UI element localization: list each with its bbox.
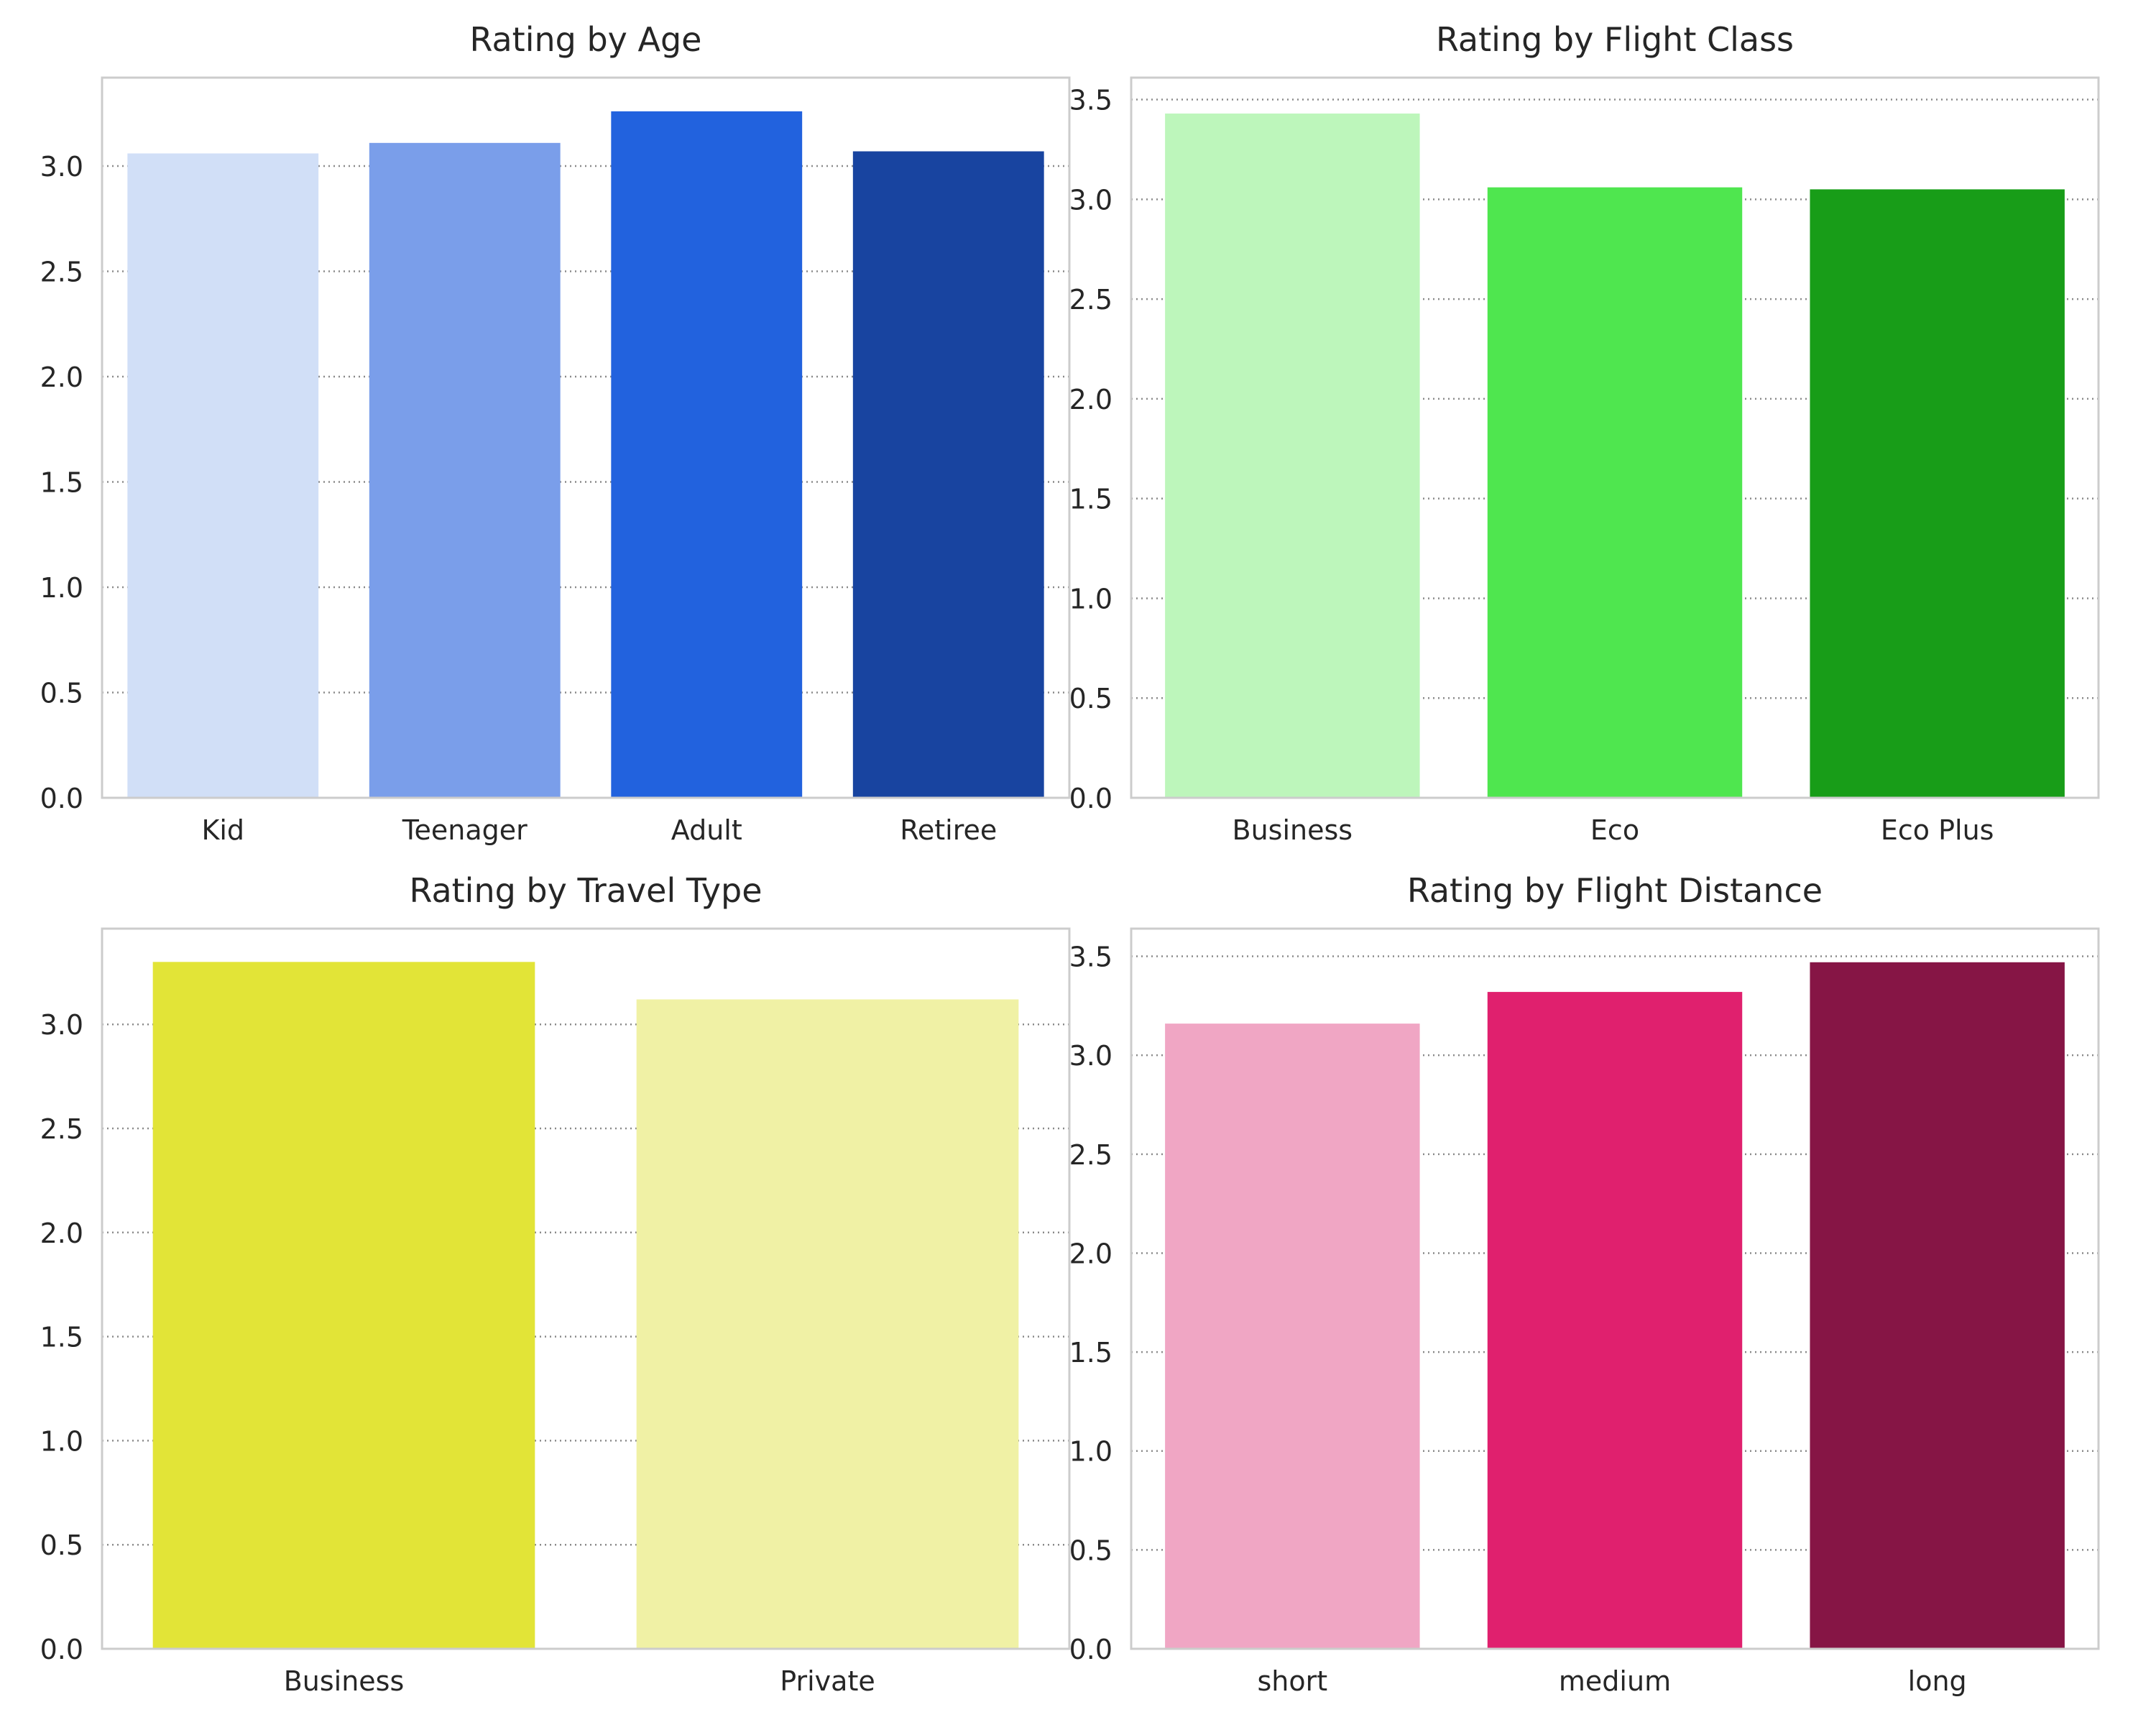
y-tick-label: 1.5: [1069, 484, 1112, 515]
bar-retiree: [852, 151, 1044, 799]
chart-title: Rating by Travel Type: [409, 871, 763, 910]
chart-title: Rating by Flight Distance: [1406, 871, 1823, 910]
y-tick-label: 0.5: [40, 1530, 83, 1561]
y-tick-label: 0.0: [1069, 783, 1112, 814]
y-tick-label: 2.5: [1069, 1139, 1112, 1171]
y-tick-label: 1.0: [40, 572, 83, 604]
plot-frame: [1130, 927, 2100, 1650]
x-tick-label: long: [1908, 1665, 1967, 1697]
x-tick-label: Business: [284, 1665, 405, 1697]
y-tick-label: 1.5: [40, 467, 83, 499]
bar-teenager: [369, 142, 561, 798]
x-tick-label: Retiree: [900, 814, 997, 846]
x-tick-label: Eco: [1590, 814, 1639, 846]
x-tick-label: Eco Plus: [1881, 814, 1994, 846]
plot-frame: [101, 76, 1071, 799]
y-tick-label: 2.0: [1069, 384, 1112, 415]
y-tick-label: 2.5: [40, 257, 83, 288]
bar-eco-plus: [1810, 189, 2065, 798]
y-tick-label: 3.5: [1069, 942, 1112, 973]
chart-plot: 0.0 0.5 1.0 1.5 2.0 2.5 3.0 3.5 short medium long: [1069, 927, 2100, 1697]
x-tick-label: Adult: [671, 814, 742, 846]
y-tick-label: 0.0: [1069, 1634, 1112, 1665]
y-tick-label: 3.0: [1069, 184, 1112, 216]
y-tick-label: 0.5: [1069, 1535, 1112, 1566]
plot-frame: [101, 927, 1071, 1650]
chart-title: Rating by Flight Class: [1435, 20, 1795, 59]
chart-plot: 0.0 0.5 1.0 1.5 2.0 2.5 3.0 Business Private: [40, 927, 1071, 1697]
bar-private: [636, 999, 1019, 1649]
y-tick-label: 3.0: [40, 1009, 83, 1041]
y-tick-label: 0.5: [40, 678, 83, 709]
bar-eco: [1487, 187, 1743, 798]
y-tick-label: 1.0: [1069, 1436, 1112, 1468]
y-tick-label: 3.0: [1069, 1040, 1112, 1072]
bar-short: [1165, 1024, 1420, 1649]
chart-plot: 0.0 0.5 1.0 1.5 2.0 2.5 3.0 Kid Teenager Adult Ret…: [40, 76, 1071, 846]
chart-title: Rating by Age: [469, 20, 702, 59]
bar-business: [1165, 113, 1420, 799]
x-tick-label: Private: [780, 1665, 875, 1697]
y-tick-label: 3.5: [1069, 85, 1112, 116]
x-tick-label: Business: [1233, 814, 1353, 846]
y-tick-label: 1.0: [40, 1425, 83, 1457]
y-tick-label: 0.5: [1069, 683, 1112, 714]
y-tick-label: 0.0: [40, 1634, 83, 1665]
x-tick-label: medium: [1559, 1665, 1671, 1697]
bar-adult: [611, 111, 803, 798]
bar-kid: [127, 153, 319, 798]
y-tick-label: 0.0: [40, 783, 83, 814]
chart-plot: 0.0 0.5 1.0 1.5 2.0 2.5 3.0 3.5 Business Eco Eco P…: [1069, 76, 2100, 846]
y-tick-label: 1.5: [1069, 1337, 1112, 1368]
y-tick-label: 3.0: [40, 151, 83, 183]
y-tick-label: 2.0: [40, 362, 83, 393]
plot-frame: [1130, 76, 2100, 799]
y-tick-label: 1.5: [40, 1322, 83, 1353]
y-tick-label: 2.5: [40, 1113, 83, 1145]
y-tick-label: 2.0: [1069, 1238, 1112, 1269]
y-tick-label: 2.5: [1069, 284, 1112, 316]
bar-business: [152, 962, 535, 1649]
x-tick-label: short: [1258, 1665, 1328, 1697]
bar-medium: [1487, 992, 1743, 1649]
bar-long: [1810, 962, 2065, 1649]
y-tick-label: 1.0: [1069, 583, 1112, 615]
y-tick-label: 2.0: [40, 1218, 83, 1249]
x-tick-label: Teenager: [402, 814, 528, 846]
x-tick-label: Kid: [201, 814, 244, 846]
